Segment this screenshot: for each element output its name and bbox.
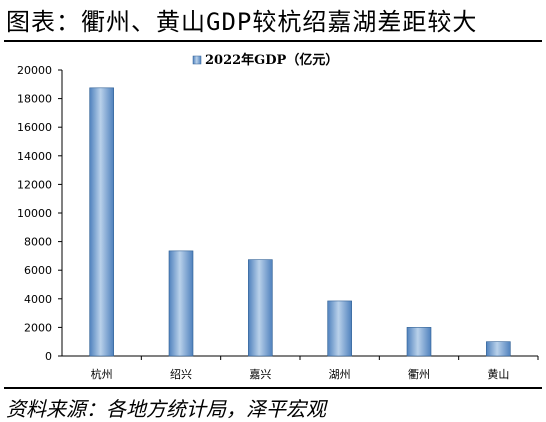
bar	[486, 341, 511, 357]
source-rule	[4, 387, 542, 389]
legend-label: 2022年GDP（亿元）	[205, 52, 338, 68]
y-tick-label: 0	[45, 350, 52, 363]
y-tick-label: 16000	[17, 121, 52, 134]
y-tick-label: 12000	[17, 178, 52, 191]
y-tick-label: 18000	[17, 93, 52, 106]
chart-bars	[89, 87, 511, 357]
y-tick-label: 14000	[17, 150, 52, 163]
y-tick-label: 10000	[17, 207, 52, 220]
legend-swatch	[192, 55, 202, 65]
bar	[89, 87, 114, 357]
chart-legend: 2022年GDP（亿元）	[192, 52, 338, 68]
x-category-label: 湖州	[329, 368, 351, 381]
x-category-label: 嘉兴	[249, 367, 271, 381]
bar	[248, 259, 273, 357]
bar	[327, 300, 352, 357]
y-tick-label: 20000	[17, 64, 52, 77]
y-tick-label: 4000	[24, 293, 52, 306]
chart-axes	[61, 70, 538, 357]
y-axis-ticks: 0 2000 4000 6000 8000 10000 12000 14000 16000 180…	[17, 64, 62, 363]
source-note: 资料来源：各地方统计局，泽平宏观	[6, 397, 326, 421]
figure-title: 图表：衢州、黄山GDP较杭绍嘉湖差距较大	[6, 8, 478, 36]
bar	[168, 250, 194, 357]
title-rule	[4, 40, 542, 42]
x-category-label: 黄山	[487, 367, 509, 381]
y-tick-label: 6000	[24, 264, 52, 277]
x-category-label: 杭州	[91, 367, 113, 381]
y-tick-label: 8000	[24, 236, 52, 249]
bar	[406, 327, 432, 357]
x-category-label: 绍兴	[170, 367, 192, 381]
x-category-label: 衢州	[408, 368, 430, 381]
bar-chart: 2022年GDP（亿元） 0 2000 4000 6000 8000 10000 12000…	[17, 52, 539, 381]
y-tick-label: 2000	[24, 321, 52, 334]
x-axis-categories: 杭州 绍兴 嘉兴 湖州 衢州 黄山	[91, 356, 539, 381]
